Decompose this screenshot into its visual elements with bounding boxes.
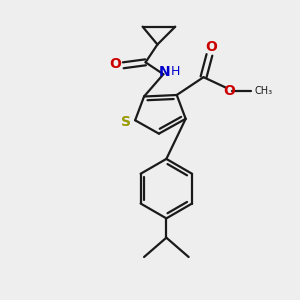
Text: N: N [159, 65, 171, 79]
Text: H: H [171, 65, 181, 78]
Text: O: O [223, 84, 235, 98]
Text: O: O [109, 57, 121, 71]
Text: S: S [121, 115, 131, 129]
Text: CH₃: CH₃ [255, 85, 273, 96]
Text: O: O [205, 40, 217, 55]
